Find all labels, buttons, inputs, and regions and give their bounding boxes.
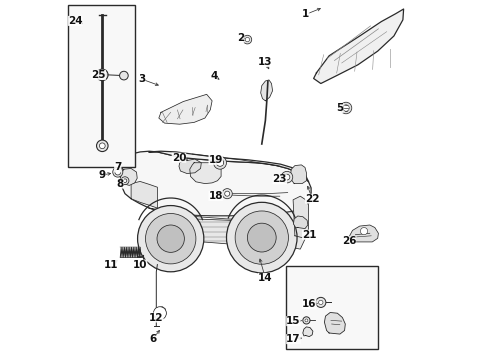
Polygon shape bbox=[131, 181, 157, 208]
Text: 17: 17 bbox=[285, 334, 300, 344]
Text: 12: 12 bbox=[149, 312, 163, 323]
Polygon shape bbox=[260, 80, 272, 101]
Text: 2: 2 bbox=[237, 33, 244, 43]
Polygon shape bbox=[293, 216, 307, 229]
Text: 20: 20 bbox=[171, 153, 186, 163]
Text: 4: 4 bbox=[210, 71, 217, 81]
Text: 21: 21 bbox=[302, 230, 316, 240]
Text: 6: 6 bbox=[149, 334, 156, 344]
Circle shape bbox=[222, 189, 232, 199]
Circle shape bbox=[305, 319, 307, 322]
Circle shape bbox=[302, 317, 309, 324]
Text: 18: 18 bbox=[208, 191, 223, 201]
Circle shape bbox=[123, 179, 126, 183]
Polygon shape bbox=[179, 159, 201, 174]
Circle shape bbox=[216, 159, 223, 166]
Polygon shape bbox=[302, 327, 312, 337]
Circle shape bbox=[244, 37, 249, 42]
Text: 1: 1 bbox=[302, 9, 309, 19]
Text: 25: 25 bbox=[91, 70, 106, 80]
Polygon shape bbox=[292, 196, 308, 238]
Text: 19: 19 bbox=[208, 155, 223, 165]
Circle shape bbox=[360, 228, 367, 235]
Circle shape bbox=[99, 72, 105, 78]
Text: 15: 15 bbox=[285, 316, 300, 326]
Circle shape bbox=[145, 213, 196, 264]
Circle shape bbox=[243, 35, 251, 44]
Polygon shape bbox=[142, 213, 305, 249]
Text: 26: 26 bbox=[341, 236, 355, 246]
Circle shape bbox=[113, 167, 122, 177]
Bar bbox=[68, 5, 134, 167]
Text: 23: 23 bbox=[272, 174, 286, 184]
Circle shape bbox=[96, 69, 108, 81]
Circle shape bbox=[99, 143, 105, 149]
Circle shape bbox=[284, 174, 289, 180]
Circle shape bbox=[213, 156, 226, 169]
Circle shape bbox=[315, 297, 325, 307]
Circle shape bbox=[318, 300, 322, 305]
Circle shape bbox=[157, 225, 184, 252]
Text: 3: 3 bbox=[138, 74, 145, 84]
Polygon shape bbox=[149, 151, 308, 182]
Polygon shape bbox=[153, 307, 166, 320]
Circle shape bbox=[342, 105, 348, 111]
Text: 13: 13 bbox=[258, 57, 272, 67]
Polygon shape bbox=[120, 168, 137, 185]
Polygon shape bbox=[159, 94, 212, 124]
Polygon shape bbox=[120, 151, 310, 216]
Circle shape bbox=[247, 223, 276, 252]
Text: 10: 10 bbox=[133, 260, 147, 270]
Polygon shape bbox=[324, 312, 345, 334]
Circle shape bbox=[96, 140, 108, 152]
Bar bbox=[285, 266, 377, 349]
Circle shape bbox=[120, 71, 128, 80]
Circle shape bbox=[137, 206, 203, 272]
Text: 16: 16 bbox=[302, 299, 316, 309]
Text: 8: 8 bbox=[117, 179, 123, 189]
Text: 22: 22 bbox=[305, 194, 319, 204]
Circle shape bbox=[115, 169, 121, 175]
Circle shape bbox=[224, 191, 229, 196]
Text: 5: 5 bbox=[336, 103, 343, 113]
Polygon shape bbox=[290, 165, 306, 184]
Circle shape bbox=[235, 211, 288, 264]
Circle shape bbox=[153, 307, 166, 320]
Polygon shape bbox=[189, 163, 221, 184]
Polygon shape bbox=[313, 9, 403, 84]
Polygon shape bbox=[149, 208, 308, 236]
Circle shape bbox=[281, 171, 292, 183]
Text: 14: 14 bbox=[258, 273, 272, 283]
Text: 9: 9 bbox=[99, 170, 105, 180]
Text: 7: 7 bbox=[114, 162, 121, 172]
Circle shape bbox=[340, 102, 351, 114]
Text: 24: 24 bbox=[68, 16, 82, 26]
Circle shape bbox=[226, 202, 296, 273]
Polygon shape bbox=[349, 225, 378, 242]
Text: 11: 11 bbox=[104, 260, 118, 270]
Circle shape bbox=[121, 177, 129, 185]
